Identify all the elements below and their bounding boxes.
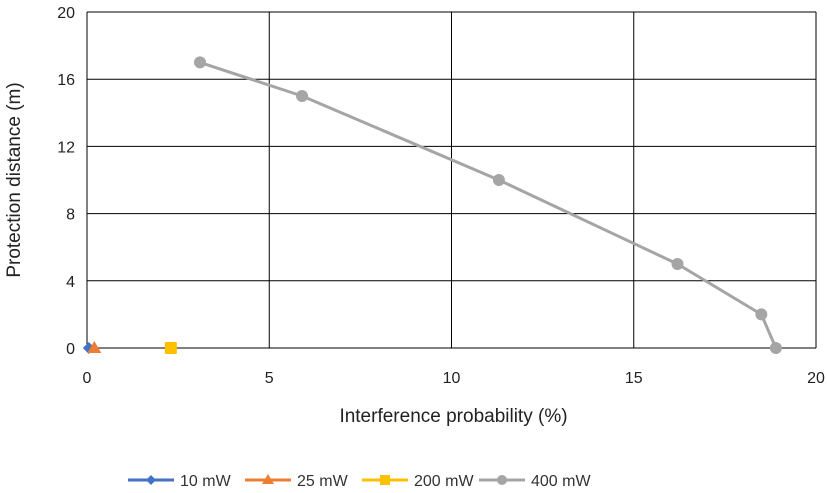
- x-tick-label-2: 10: [443, 370, 461, 387]
- legend-swatch-marker-3: [497, 475, 507, 485]
- y-axis-label: Protection distance (m): [4, 82, 25, 277]
- legend: 10 mW 25 mW 200 mW 400 mW: [128, 473, 591, 490]
- x-tick-label-0: 0: [83, 370, 92, 387]
- series-3-point-4: [755, 308, 768, 321]
- y-tick-label-1: 4: [66, 274, 75, 291]
- series-1-point-0: [87, 341, 102, 353]
- series-3-point-5: [769, 342, 782, 354]
- gridlines: [86, 11, 817, 349]
- y-tick-label-5: 20: [57, 5, 75, 22]
- series-3-line: [199, 60, 778, 349]
- y-tick-label-4: 16: [57, 72, 75, 89]
- series-2: [164, 342, 177, 354]
- legend-item-1: 25 mW: [245, 473, 349, 490]
- series-3: [193, 56, 782, 354]
- legend-label-3: 400 mW: [531, 473, 591, 490]
- x-tick-label-3: 15: [625, 370, 643, 387]
- series-3-point-1: [296, 90, 309, 102]
- series-layer: [82, 56, 782, 354]
- x-axis-label: Interference probability (%): [339, 406, 567, 427]
- series-1: [87, 341, 102, 353]
- x-tick-label-4: 20: [807, 370, 825, 387]
- y-tick-label-3: 12: [57, 139, 75, 156]
- legend-item-3: 400 mW: [479, 473, 591, 490]
- legend-item-0: 10 mW: [128, 473, 232, 490]
- x-tick-label-1: 5: [265, 370, 274, 387]
- legend-label-0: 10 mW: [180, 473, 232, 490]
- legend-label-2: 200 mW: [414, 473, 474, 490]
- y-axis-ticks: 0 4 8 12 16 20: [57, 5, 75, 358]
- legend-label-1: 25 mW: [297, 473, 349, 490]
- y-tick-label-2: 8: [66, 207, 75, 224]
- series-3-point-2: [492, 174, 505, 186]
- legend-item-2: 200 mW: [362, 473, 474, 490]
- series-2-point-0: [164, 342, 177, 354]
- y-tick-label-0: 0: [66, 341, 75, 358]
- series-3-point-0: [193, 56, 206, 69]
- legend-swatch-marker-1: [262, 474, 274, 484]
- series-3-point-3: [671, 258, 684, 270]
- legend-swatch-marker-2: [380, 475, 390, 485]
- x-axis-ticks: 0 5 10 15 20: [83, 370, 825, 387]
- legend-swatch-marker-0: [146, 475, 156, 485]
